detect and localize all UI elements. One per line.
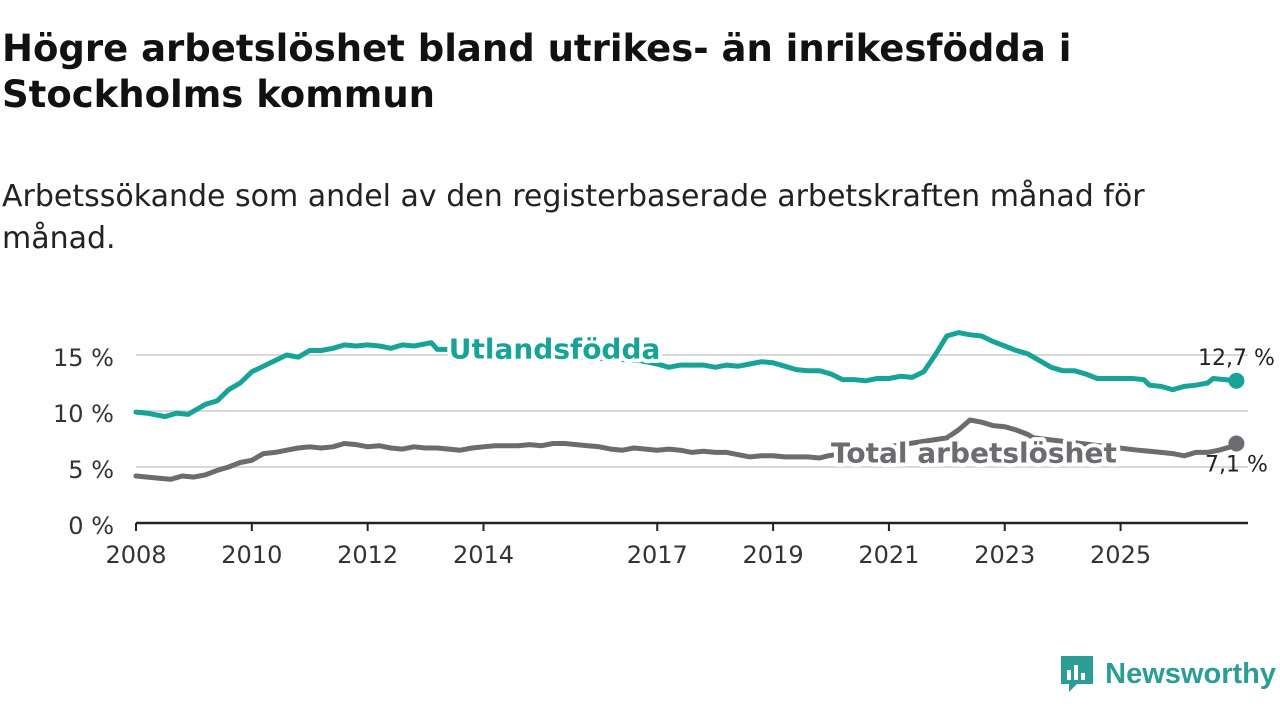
series-line-utlandsfodda [133,330,1239,420]
chart-subtitle: Arbetssökande som andel av den registerb… [2,179,1145,256]
x-tick-label: 2012 [337,541,398,569]
series-line-total-arbetsloshet [133,417,1239,482]
end-point-total-arbetsloshet [1228,435,1245,452]
end-point-utlandsfodda [1228,372,1245,389]
end-label-total-arbetsloshet: 7,1 % [1205,452,1268,477]
axes: 0 % 5 % 10 % 15 % 2008 2010 2012 2014 2017 2019 20… [53,344,1248,569]
series-label-utlandsfodda: Utlandsfödda [449,332,661,365]
series-lines [133,330,1245,482]
end-label-utlandsfodda: 12,7 % [1198,346,1275,371]
grid-lines [136,354,1248,468]
series-labels: 12,7 % 7,1 % Utlandsfödda Total arbetslöshe… [445,328,1275,477]
series-label-total-arbetsloshet: Total arbetslöshet [831,436,1117,469]
x-tick-label: 2010 [221,541,282,569]
chart-title: Högre arbetslöshet bland utrikes- än inr… [2,27,1072,116]
newsworthy-brand-label: Newsworthy [1105,657,1276,690]
newsworthy-logo: Newsworthy [1059,654,1276,694]
x-tick-label: 2019 [743,541,804,569]
newsworthy-logo-icon [1061,656,1094,692]
y-tick-label: 15 % [53,344,114,372]
y-tick-label: 0 % [68,512,114,540]
x-tick-label: 2025 [1090,541,1151,569]
y-tick-label: 5 % [68,456,114,484]
x-tick-label: 2017 [627,541,688,569]
y-tick-label: 10 % [53,400,114,428]
x-tick-label: 2008 [105,541,166,569]
x-tick-label: 2021 [858,541,919,569]
x-tick-label: 2014 [453,541,514,569]
x-tick-label: 2023 [974,541,1035,569]
